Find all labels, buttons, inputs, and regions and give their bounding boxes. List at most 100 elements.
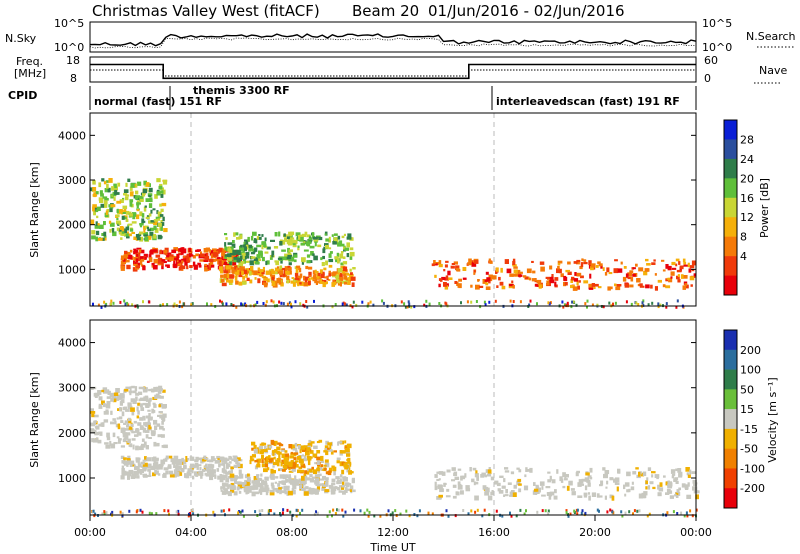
clutter-cell <box>648 512 651 516</box>
data-cell <box>319 281 325 284</box>
data-cell <box>265 270 271 275</box>
data-cell <box>268 445 273 449</box>
data-cell <box>627 276 632 280</box>
data-cell <box>321 487 326 491</box>
data-cell <box>307 277 311 282</box>
data-cell <box>272 465 275 468</box>
data-cell <box>651 262 656 265</box>
data-cell <box>316 486 321 491</box>
data-cell <box>244 272 248 277</box>
data-cell <box>137 410 140 415</box>
data-cell <box>645 258 649 262</box>
data-cell <box>154 470 157 474</box>
colorbar-tick: -50 <box>740 443 758 456</box>
data-cell <box>339 478 342 481</box>
data-cell <box>253 257 258 262</box>
data-cell <box>125 259 130 263</box>
data-cell <box>114 420 117 425</box>
data-cell <box>95 191 99 195</box>
data-cell <box>288 476 292 482</box>
data-cell <box>145 216 150 219</box>
data-cell <box>143 206 147 212</box>
data-cell <box>220 269 224 274</box>
data-cell <box>602 467 606 471</box>
data-cell <box>116 436 120 439</box>
data-cell <box>293 452 299 455</box>
data-cell <box>549 279 555 284</box>
clutter-cell <box>155 512 158 516</box>
clutter-cell <box>286 508 289 512</box>
data-cell <box>272 461 278 466</box>
data-cell <box>136 237 141 241</box>
data-cell <box>290 465 296 470</box>
data-cell <box>270 482 274 487</box>
clutter-cell <box>141 510 144 514</box>
clutter-cell <box>581 509 584 513</box>
data-cell <box>324 462 330 468</box>
data-cell <box>151 389 155 393</box>
data-cell <box>602 267 605 271</box>
data-cell <box>330 450 334 455</box>
data-cell <box>233 464 238 468</box>
data-cell <box>320 464 324 468</box>
data-cell <box>588 481 591 484</box>
data-cell <box>122 406 128 411</box>
data-cell <box>92 180 96 185</box>
data-cell <box>315 474 319 478</box>
data-cell <box>325 260 328 266</box>
data-cell <box>284 450 288 453</box>
data-cell <box>635 263 638 267</box>
data-cell <box>139 223 144 226</box>
data-cell <box>208 259 214 263</box>
data-cell <box>278 480 283 484</box>
data-cell <box>558 268 562 274</box>
data-cell <box>317 272 321 277</box>
data-cell <box>327 470 332 476</box>
data-cell <box>581 258 584 262</box>
data-cell <box>623 266 627 269</box>
clutter-cell <box>367 302 370 306</box>
colorbar-segment <box>724 389 737 410</box>
data-cell <box>453 471 458 477</box>
data-cell <box>599 484 603 487</box>
data-cell <box>221 282 227 287</box>
data-cell <box>148 254 152 259</box>
data-cell <box>116 217 119 221</box>
data-cell <box>153 225 157 231</box>
clutter-cell <box>675 305 678 309</box>
data-cell <box>312 270 316 275</box>
data-cell <box>242 275 245 280</box>
data-cell <box>258 458 261 463</box>
clutter-cell <box>620 510 623 514</box>
cpid-segment-3: interleavedscan (fast) 191 RF <box>496 95 680 108</box>
data-cell <box>106 396 112 399</box>
data-cell <box>148 221 153 224</box>
data-cell <box>324 282 328 285</box>
data-cell <box>292 447 298 451</box>
data-cell <box>263 487 268 493</box>
data-cell <box>433 263 438 266</box>
data-cell <box>92 187 97 192</box>
data-cell <box>179 460 182 465</box>
data-cell <box>309 473 313 478</box>
colorbar-segment <box>724 158 737 179</box>
data-cell <box>334 274 340 279</box>
data-cell <box>280 282 284 287</box>
clutter-cell <box>294 300 297 304</box>
data-cell <box>266 246 271 250</box>
data-cell <box>187 468 193 473</box>
data-cell <box>172 256 176 261</box>
data-cell <box>279 273 283 278</box>
data-cell <box>131 438 136 441</box>
data-cell <box>306 241 310 245</box>
data-cell <box>294 480 298 484</box>
clutter-cell <box>235 305 238 309</box>
data-cell <box>133 263 138 267</box>
data-cell <box>141 426 145 429</box>
data-cell <box>691 471 697 474</box>
data-cell <box>116 200 122 204</box>
data-cell <box>130 407 135 412</box>
data-cell <box>261 459 264 463</box>
data-cell <box>142 386 145 390</box>
clutter-cell <box>691 514 694 518</box>
